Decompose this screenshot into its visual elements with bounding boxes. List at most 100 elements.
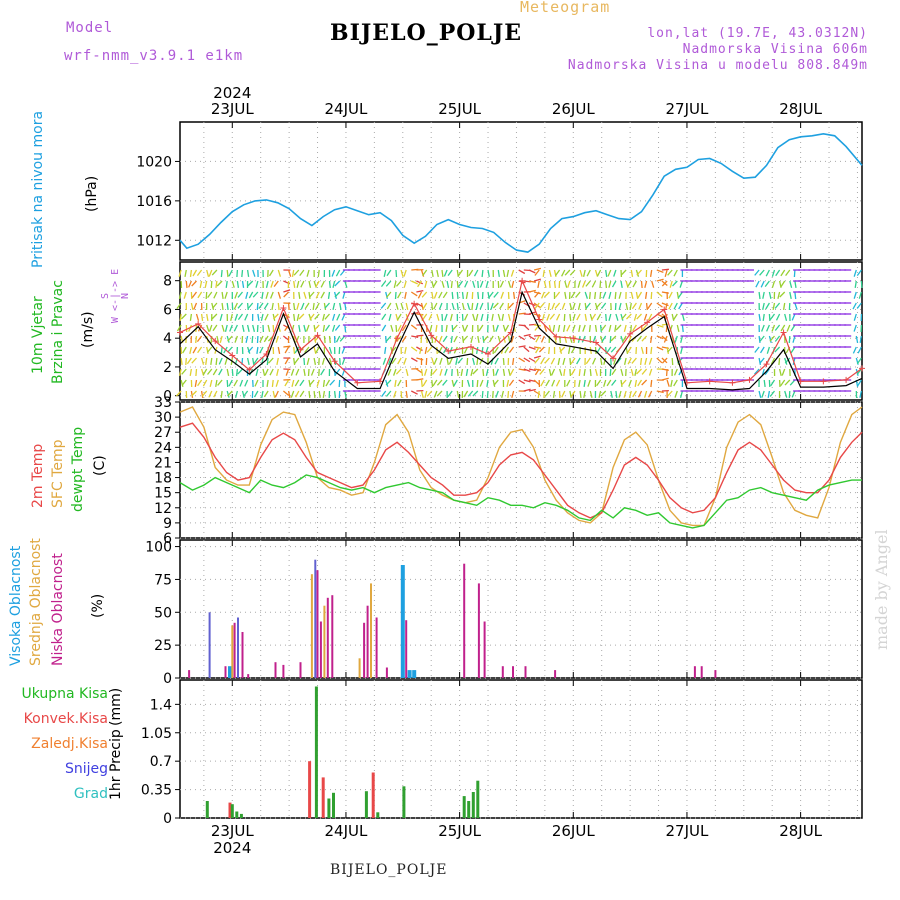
day-label-top: 23JUL xyxy=(211,100,254,118)
wind-arrow xyxy=(323,302,327,311)
wind-arrow xyxy=(507,390,510,399)
wind-arrow xyxy=(482,335,489,342)
wind-arrow xyxy=(567,346,571,355)
wind-arrow xyxy=(428,313,433,321)
wind-arrow xyxy=(195,335,198,344)
wind-arrow xyxy=(293,280,296,288)
wind-arrow xyxy=(308,390,311,399)
legend-konvek-kisa: Konvek.Kisa xyxy=(23,711,108,727)
wind-arrow xyxy=(486,379,489,388)
wind-arrow xyxy=(410,291,418,297)
wind-arrow xyxy=(782,302,786,311)
wind-arrow xyxy=(542,269,545,278)
wind-arrow xyxy=(341,346,346,354)
wind-arrow xyxy=(648,357,653,365)
ytick-label: 4 xyxy=(163,331,172,347)
wind-arrow xyxy=(680,335,684,343)
ytick-label: 2 xyxy=(163,360,172,376)
wind-arrow xyxy=(510,335,515,343)
wind-arrow xyxy=(761,390,765,398)
wind-arrow xyxy=(189,368,193,377)
wind-arrow xyxy=(433,291,438,299)
gust-marker xyxy=(229,352,236,359)
wind-arrow xyxy=(431,368,438,375)
gust-marker xyxy=(246,366,253,373)
cloud-bar xyxy=(228,666,232,678)
wind-arrow xyxy=(615,324,622,331)
wind-arrow xyxy=(575,291,581,298)
wind-arrow xyxy=(390,324,394,332)
day-label-bottom: 28JUL xyxy=(779,822,822,840)
wind-arrow xyxy=(224,324,228,332)
wind-arrow xyxy=(456,390,460,399)
wind-arrow xyxy=(205,291,208,300)
wind-arrow xyxy=(478,324,484,332)
wind-arrow xyxy=(202,379,208,387)
ytick-label: 1.05 xyxy=(141,726,172,742)
wind-arrow xyxy=(411,280,418,285)
wind-arrow xyxy=(495,324,499,332)
wind-arrow xyxy=(479,379,484,387)
wind-arrow xyxy=(648,368,653,376)
wind-arrow xyxy=(424,280,428,288)
wind-arrow xyxy=(178,291,182,299)
wind-arrow xyxy=(181,379,187,386)
wind-arrow xyxy=(331,324,336,332)
wind-arrow xyxy=(502,335,506,343)
wind-arrow xyxy=(681,313,685,321)
wind-arrow xyxy=(431,291,434,300)
wind-arrow xyxy=(277,346,281,355)
wind-arrow xyxy=(502,269,506,278)
wind-arrow xyxy=(303,368,306,377)
wind-arrow xyxy=(186,357,192,365)
wind-arrow xyxy=(615,390,618,398)
wind-arrow xyxy=(479,357,484,365)
wind-arrow xyxy=(422,302,428,310)
wind-arrow xyxy=(397,379,402,387)
wind-arrow xyxy=(486,390,489,399)
wind-arrow xyxy=(417,291,423,299)
wind-arrow xyxy=(608,324,612,332)
ytick-label: 1020 xyxy=(136,154,172,170)
wind-arrow xyxy=(284,379,290,387)
wind-arrow xyxy=(564,291,567,300)
wind-arrow xyxy=(538,346,545,353)
wind-arrow xyxy=(621,313,627,320)
wind-arrow xyxy=(461,302,465,310)
pressure-line xyxy=(179,132,863,253)
wind-arrow xyxy=(523,379,531,383)
wind-arrow xyxy=(263,335,269,343)
wind-arrow xyxy=(641,368,648,375)
wind-arrow xyxy=(194,379,198,388)
wind-arrow xyxy=(397,291,402,299)
wind-arrow xyxy=(533,346,542,349)
wind-arrow xyxy=(336,313,341,321)
wind-arrow xyxy=(296,313,300,321)
wind-arrow xyxy=(285,368,290,376)
wind-arrow xyxy=(282,390,290,396)
wind-arrow xyxy=(788,390,791,399)
wind-arrow xyxy=(637,379,643,387)
wind-arrow xyxy=(504,346,510,354)
wind-arrow xyxy=(618,390,622,398)
gust-marker xyxy=(553,333,560,340)
wind-arrow xyxy=(758,335,761,343)
wind-arrow xyxy=(784,390,788,398)
wind-arrow xyxy=(644,280,648,288)
wind-arrow xyxy=(266,357,269,366)
wind-arrow xyxy=(605,313,607,322)
wind-arrow xyxy=(216,335,220,343)
wind-arrow xyxy=(570,390,576,398)
wind-arrow xyxy=(610,390,613,398)
wind-arrow xyxy=(396,313,402,321)
wind-arrow xyxy=(640,280,643,289)
wind-arrow xyxy=(769,335,775,342)
ytick-label: 30 xyxy=(154,410,172,426)
wind-arrow xyxy=(564,280,568,288)
wind-arrow xyxy=(676,324,680,332)
wind-arrow xyxy=(563,368,566,376)
wind-arrow xyxy=(197,346,203,354)
wind-arrow xyxy=(268,357,274,364)
wind-arrow xyxy=(325,379,331,387)
precip-bar xyxy=(371,772,375,818)
